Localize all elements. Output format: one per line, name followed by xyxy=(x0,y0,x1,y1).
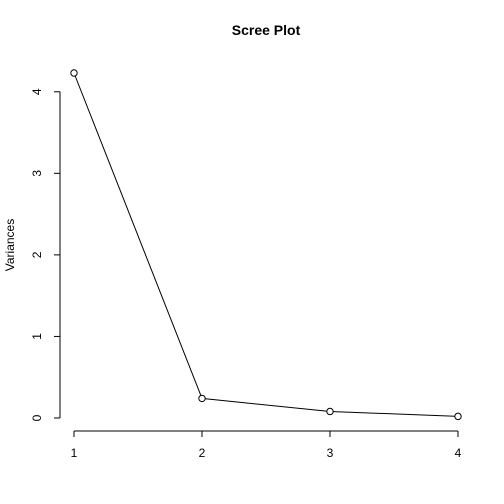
y-tick-label-1: 1 xyxy=(30,333,44,340)
x-tick-label-3: 3 xyxy=(327,446,334,460)
series-line xyxy=(73,72,459,417)
x-axis: 1 2 3 4 xyxy=(71,430,462,460)
variance-series xyxy=(70,69,462,421)
y-axis-label: Variances xyxy=(3,219,17,271)
y-axis: 0 1 2 3 4 xyxy=(30,88,61,421)
y-tick-label-4: 4 xyxy=(30,88,44,95)
chart-title: Scree Plot xyxy=(232,22,301,38)
data-point-1 xyxy=(70,69,78,77)
y-tick-label-0: 0 xyxy=(30,414,44,421)
data-point-2 xyxy=(198,394,206,403)
x-tick-label-2: 2 xyxy=(199,446,206,460)
x-tick-label-4: 4 xyxy=(455,446,462,460)
data-point-3 xyxy=(326,407,334,416)
y-tick-label-2: 2 xyxy=(30,251,44,258)
y-tick-label-3: 3 xyxy=(30,170,44,177)
x-tick-label-1: 1 xyxy=(71,446,78,460)
data-point-4 xyxy=(454,412,462,421)
